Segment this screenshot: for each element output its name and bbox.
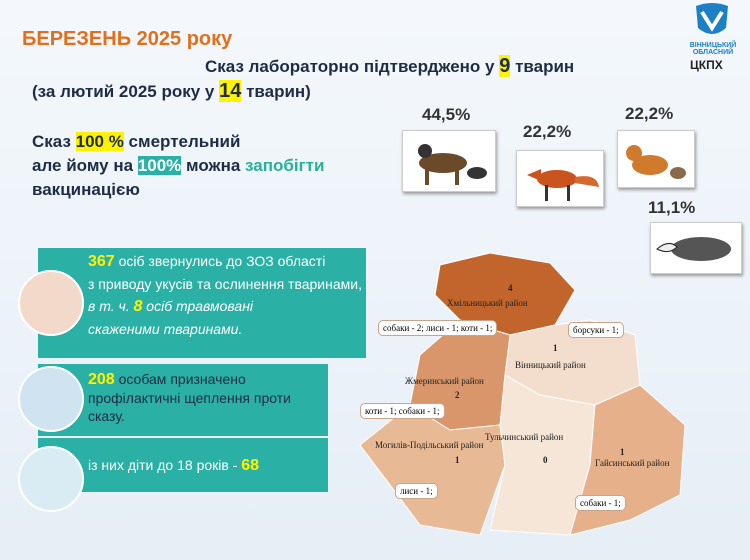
text: (за лютий 2025 року у [32, 82, 220, 101]
text: запобігти [245, 156, 325, 175]
dog-picture [402, 130, 496, 192]
text: Сказ лабораторно підтверджено у [205, 57, 500, 76]
district-count: 4 [508, 283, 513, 293]
highlight: 8 [133, 298, 143, 315]
confirmed: Сказ лабораторно підтверджено у 9 тварин [205, 55, 574, 78]
statement: Сказ 100 % смертельний але йому на 100% … [32, 130, 324, 202]
text: смертельний [123, 132, 241, 151]
share: 11,1% [648, 198, 696, 217]
text: скаженими тваринами. [88, 321, 243, 337]
share: 44,5% [422, 105, 471, 124]
text: з приводу укусів та ослинення тваринами, [88, 276, 362, 292]
text: тварин) [241, 82, 311, 101]
callout: борсуки - 1; [568, 322, 624, 338]
badger-picture [650, 222, 742, 274]
text: можна [181, 156, 246, 175]
share: 22,2% [523, 122, 572, 141]
text: вакцинацією [32, 180, 140, 199]
text: але йому на [32, 156, 138, 175]
text: Сказ [32, 132, 76, 151]
district-name: Гайсинський район [595, 458, 670, 468]
district-name: Могилів-Подільський район [375, 440, 484, 450]
info-box: 208 особам призначено профілактичні щепле… [38, 364, 328, 436]
text: із них діти до 18 років - [88, 457, 242, 473]
text: сказу. [88, 408, 125, 424]
district-count: 0 [543, 455, 548, 465]
logo-icon [696, 3, 728, 34]
text: осіб травмовані [142, 298, 254, 314]
cat-picture [617, 130, 695, 188]
bite-image [18, 270, 84, 336]
district-count: 2 [455, 390, 460, 400]
highlight: 367 [88, 253, 115, 270]
region-map [359, 252, 686, 536]
district-name: Тульчинський район [485, 432, 564, 442]
district-count: 1 [455, 455, 460, 465]
highlight: 208 [88, 371, 115, 388]
vaccine-image [18, 366, 84, 432]
logo-text: ВІННИЦЬКИЙ ОБЛАСНИЙ [689, 42, 737, 56]
callout: коти - 1; собаки - 1; [360, 403, 445, 419]
district-name: Вінницький район [515, 360, 586, 370]
text: тварин [510, 57, 575, 76]
callout: собаки - 1; [575, 495, 626, 511]
text: особам призначено [114, 371, 246, 387]
highlight: 100 % [75, 132, 124, 151]
fox-picture [516, 150, 604, 207]
logo-text: ЦКПХ [690, 58, 723, 72]
highlight: 68 [241, 457, 260, 474]
share: 22,2% [625, 104, 674, 123]
doctor-image [18, 446, 84, 512]
text: профілактичні щеплення проти [88, 390, 291, 406]
district-name: Жмеринський район [405, 376, 484, 386]
district-count: 1 [553, 343, 558, 353]
callout: лиси - 1; [395, 483, 438, 499]
district-name: Хмільницький район [447, 298, 528, 308]
highlight: 100% [137, 156, 182, 175]
info-box: 367 осіб звернулись до ЗОЗ області з прив… [38, 248, 366, 358]
previous: (за лютий 2025 року у 14 тварин) [32, 80, 311, 103]
district-count: 1 [620, 447, 625, 457]
district [359, 404, 506, 536]
highlight: 9 [499, 55, 511, 77]
title: БЕРЕЗЕНЬ 2025 року [22, 28, 233, 50]
highlight: 14 [219, 80, 242, 102]
text: в т. ч. [88, 298, 134, 314]
text: осіб звернулись до ЗОЗ області [114, 253, 326, 269]
callout: собаки - 2; лиси - 1; коти - 1; [378, 320, 498, 336]
info-box: із них діти до 18 років - 68 [38, 438, 328, 492]
